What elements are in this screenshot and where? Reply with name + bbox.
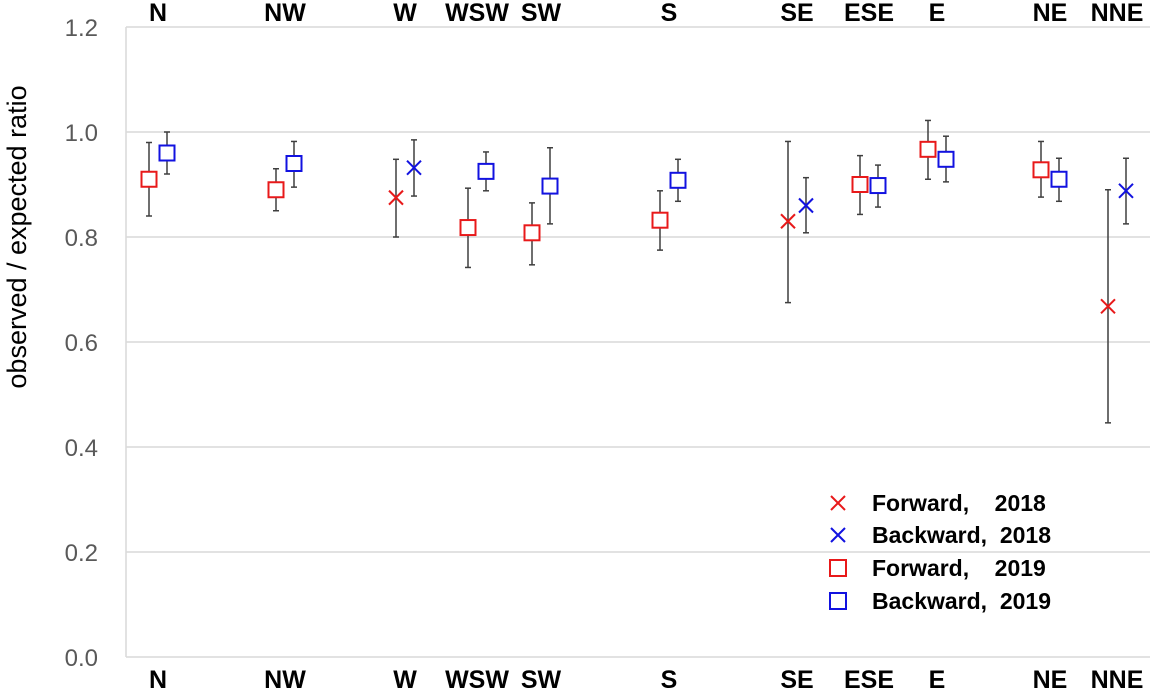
x-marker-stroke <box>780 213 796 229</box>
y-tick-label: 0.8 <box>65 225 98 252</box>
data-point-x <box>1118 183 1134 199</box>
category-label-top: NE <box>1033 0 1068 27</box>
data-point-square <box>267 181 285 199</box>
data-point-square <box>140 170 158 188</box>
category-label-bottom: NW <box>264 666 306 691</box>
legend-marker-x <box>830 527 846 543</box>
grid-lines <box>125 26 1150 658</box>
data-markers <box>140 140 1134 315</box>
category-label-bottom: WSW <box>445 666 509 691</box>
data-point-square <box>919 140 937 158</box>
category-label-bottom: E <box>929 666 946 691</box>
category-label-top: S <box>661 0 678 27</box>
legend-label: Forward, 2019 <box>872 555 1046 581</box>
category-label-top: SE <box>780 0 813 27</box>
data-point-x <box>406 159 422 176</box>
y-axis-label: observed / expected ratio <box>2 85 32 388</box>
data-point-square <box>158 144 176 162</box>
legend-label: Backward, 2019 <box>872 588 1051 614</box>
category-label-top: W <box>393 0 417 27</box>
y-axis-ticks: 0.0 0.2 0.4 0.6 0.8 1.0 1.2 <box>65 15 98 672</box>
y-tick-label: 0.2 <box>65 540 98 567</box>
category-label-top: WSW <box>445 0 509 27</box>
x-category-labels: N N NW NW W W WSW WSW SW SW S S SE SE ESE ESE E E NE NE NNE N… <box>149 0 1143 691</box>
category-label-bottom: W <box>393 666 417 691</box>
category-label-bottom: N <box>149 666 167 691</box>
legend: Forward, 2018 Backward, 2018 Forward, 2019… <box>829 490 1051 614</box>
data-point-x <box>798 197 814 214</box>
x-marker-stroke <box>830 527 846 543</box>
data-point-square <box>541 177 559 195</box>
x-marker-stroke <box>388 189 404 206</box>
x-marker-stroke <box>830 495 846 511</box>
y-tick-label: 1.2 <box>65 15 98 42</box>
y-tick-label: 0.4 <box>65 435 98 462</box>
category-label-top: E <box>929 0 946 27</box>
data-point-square <box>937 150 955 168</box>
category-label-top: NW <box>264 0 306 27</box>
category-label-bottom: SE <box>780 666 813 691</box>
category-label-bottom: ESE <box>844 666 894 691</box>
data-point-square <box>869 177 887 195</box>
category-label-top: NNE <box>1091 0 1144 27</box>
data-point-square <box>523 224 541 242</box>
x-marker-stroke <box>406 159 422 176</box>
y-tick-label: 0.6 <box>65 330 98 357</box>
data-point-square <box>669 171 687 189</box>
category-label-bottom: NE <box>1033 666 1068 691</box>
legend-marker-square <box>829 559 847 577</box>
category-label-top: SW <box>521 0 562 27</box>
category-label-bottom: SW <box>521 666 562 691</box>
data-point-square <box>1050 170 1068 188</box>
legend-marker-square <box>829 592 847 610</box>
category-label-bottom: S <box>661 666 678 691</box>
data-point-square <box>285 155 303 172</box>
y-tick-label: 0.0 <box>65 645 98 672</box>
data-point-square <box>1032 161 1050 179</box>
data-point-x <box>780 213 796 229</box>
legend-label: Forward, 2018 <box>872 490 1046 516</box>
data-point-square <box>651 211 669 229</box>
y-tick-label: 1.0 <box>65 120 98 147</box>
x-marker-stroke <box>798 197 814 214</box>
data-point-square <box>851 176 869 193</box>
data-point-x <box>1100 298 1116 315</box>
x-marker-stroke <box>1118 183 1134 199</box>
category-label-top: N <box>149 0 167 27</box>
data-point-x <box>388 189 404 206</box>
data-point-square <box>477 162 495 180</box>
category-label-bottom: NNE <box>1091 666 1144 691</box>
legend-label: Backward, 2018 <box>872 522 1051 548</box>
category-label-top: ESE <box>844 0 894 27</box>
x-marker-stroke <box>1100 298 1116 315</box>
data-point-square <box>459 219 477 237</box>
legend-marker-x <box>830 495 846 511</box>
